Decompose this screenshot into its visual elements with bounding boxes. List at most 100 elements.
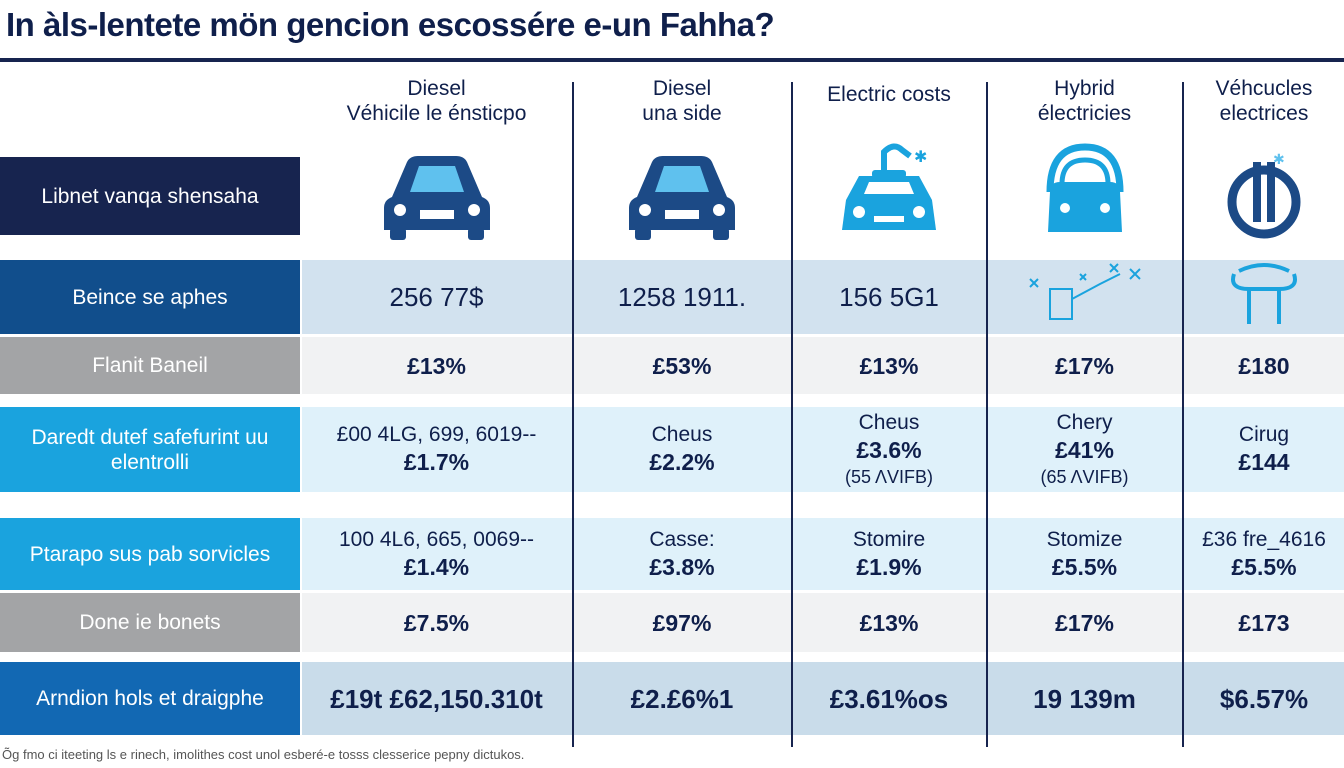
cell-value: £173 bbox=[1238, 609, 1290, 636]
table-cell: Casse: £3.8% bbox=[574, 518, 790, 590]
cell-value: £13% bbox=[859, 609, 919, 636]
table-cell: £13% bbox=[302, 337, 571, 394]
table-cell: Stomize £5.5% bbox=[988, 518, 1181, 590]
table-cell: 100 4L6, 665, 0069-- £1.4% bbox=[302, 518, 571, 590]
row-label-text: Flanit Baneil bbox=[92, 354, 208, 377]
column-header-line1: Diesel bbox=[407, 77, 466, 100]
cell-value: 19 139m bbox=[1033, 683, 1136, 714]
column-header: Diesel una side bbox=[574, 76, 790, 126]
column-header-line1: Hybrid bbox=[1054, 77, 1115, 100]
cell-value: £2.2% bbox=[649, 449, 715, 475]
table-row bbox=[302, 337, 1344, 394]
cell-value: 256 77$ bbox=[389, 282, 484, 312]
cell-subtext: Cheus bbox=[651, 423, 713, 446]
table-cell bbox=[988, 260, 1181, 334]
cell-value: £1.4% bbox=[403, 553, 470, 580]
cell-value: £144 bbox=[1238, 449, 1290, 475]
car-front-icon bbox=[607, 142, 757, 242]
column-header-line2: électricies bbox=[1037, 102, 1132, 125]
table-cell: £19t £62,150.310t bbox=[302, 662, 571, 735]
cell-value: £2.£6%1 bbox=[630, 683, 734, 714]
column-divider bbox=[791, 82, 793, 747]
row-label: Arndion hols et draigphe bbox=[0, 662, 300, 735]
column-header-line1: Véhcucles bbox=[1215, 77, 1313, 100]
table-cell: £173 bbox=[1184, 593, 1344, 652]
column-divider bbox=[572, 82, 574, 747]
table-cell: £7.5% bbox=[302, 593, 571, 652]
table-cell: £53% bbox=[574, 337, 790, 394]
table-row bbox=[302, 260, 1344, 334]
table-cell: 256 77$ bbox=[302, 260, 571, 334]
footnote: Õg fmo ci iteeting ls e rinech, imolithe… bbox=[2, 747, 525, 762]
table-row bbox=[302, 593, 1344, 652]
table-cell: £13% bbox=[793, 593, 985, 652]
cell-value: £17% bbox=[1055, 609, 1114, 636]
cell-note: (55 ΛVIFB) bbox=[844, 466, 934, 487]
table-cell: Cirug £144 bbox=[1184, 407, 1344, 492]
table-row bbox=[302, 407, 1344, 492]
row-label-text: Beince se aphes bbox=[72, 285, 228, 309]
header-row-label-text: Libnet vanqa shensaha bbox=[41, 184, 259, 208]
column-header-line2: Véhicile le énsticpo bbox=[346, 102, 527, 125]
table-row bbox=[302, 662, 1344, 735]
table-cell bbox=[1184, 260, 1344, 334]
cell-subtext: £36 fre_4616 bbox=[1202, 527, 1326, 551]
cell-subtext: Chery bbox=[1056, 410, 1113, 434]
cell-value: £97% bbox=[652, 609, 712, 636]
cell-subtext: 100 4L6, 665, 0069-- bbox=[339, 527, 534, 551]
table-cell: £36 fre_4616 £5.5% bbox=[1184, 518, 1344, 590]
svg-text:✱: ✱ bbox=[1273, 151, 1285, 167]
cell-value: 1258 1911. bbox=[617, 282, 747, 312]
column-header-line1: Diesel bbox=[652, 77, 712, 100]
cell-subtext: Cirug bbox=[1238, 423, 1290, 446]
row-label: Beince se aphes bbox=[0, 260, 300, 334]
column-header: Diesel Véhicile le énsticpo bbox=[302, 76, 571, 126]
cell-value: £53% bbox=[652, 352, 712, 379]
plug-sparks-icon bbox=[1020, 259, 1150, 335]
cell-value: £5.5% bbox=[1231, 553, 1297, 580]
cell-note: (65 ΛVIFB) bbox=[1040, 466, 1129, 487]
charger-icon bbox=[1219, 259, 1309, 335]
cell-subtext: Stomire bbox=[852, 527, 926, 551]
cell-value: £13% bbox=[407, 352, 466, 379]
cell-subtext: Cheus bbox=[858, 410, 920, 434]
header-row-label: Libnet vanqa shensaha bbox=[0, 157, 300, 235]
column-divider bbox=[1182, 82, 1184, 747]
cell-value: £3.6% bbox=[856, 436, 922, 463]
column-header-line2: una side bbox=[642, 102, 722, 125]
row-label-text: Arndion hols et draigphe bbox=[36, 687, 264, 710]
table-cell: £3.61%os bbox=[793, 662, 985, 735]
svg-text:✱: ✱ bbox=[914, 149, 927, 166]
table-cell: £97% bbox=[574, 593, 790, 652]
ev-plug-icon: ✱ bbox=[1189, 142, 1339, 242]
cell-value: £7.5% bbox=[403, 609, 470, 636]
cell-value: £19t £62,150.310t bbox=[330, 683, 543, 714]
cell-value: £17% bbox=[1055, 352, 1114, 379]
table-cell: £13% bbox=[793, 337, 985, 394]
column-header: Hybrid électricies bbox=[988, 76, 1181, 126]
table-cell: 19 139m bbox=[988, 662, 1181, 735]
cell-value: £41% bbox=[1055, 436, 1114, 463]
cell-value: £3.8% bbox=[649, 553, 715, 580]
table-cell: £2.£6%1 bbox=[574, 662, 790, 735]
cell-value: £13% bbox=[859, 352, 919, 379]
cell-value: £3.61%os bbox=[829, 683, 949, 714]
column-header-line2: electrices bbox=[1219, 102, 1309, 125]
cell-value: £1.9% bbox=[856, 553, 922, 580]
table-cell: £17% bbox=[988, 593, 1181, 652]
table-cell: Chery £41% (65 ΛVIFB) bbox=[988, 407, 1181, 492]
row-label-text: Ptarapo sus pab sorvicles bbox=[29, 542, 271, 566]
table-cell: £17% bbox=[988, 337, 1181, 394]
table-cell: Cheus £3.6% (55 ΛVIFB) bbox=[793, 407, 985, 492]
hybrid-car-icon bbox=[1010, 142, 1160, 242]
table-cell: £00 4LG, 699, 6019-- £1.7% bbox=[302, 407, 571, 492]
column-header-line1: Electric costs bbox=[827, 83, 951, 106]
table-cell: $6.57% bbox=[1184, 662, 1344, 735]
table-cell: 1258 1911. bbox=[574, 260, 790, 334]
cell-value: £1.7% bbox=[403, 449, 470, 475]
title-divider bbox=[0, 58, 1344, 62]
table-cell: Stomire £1.9% bbox=[793, 518, 985, 590]
car-front-icon bbox=[362, 142, 512, 242]
page-title: In àls-lentete mön gencion escossére e-u… bbox=[6, 6, 775, 43]
row-label-text: Daredt dutef safefurint uu elentrolli bbox=[31, 425, 269, 474]
